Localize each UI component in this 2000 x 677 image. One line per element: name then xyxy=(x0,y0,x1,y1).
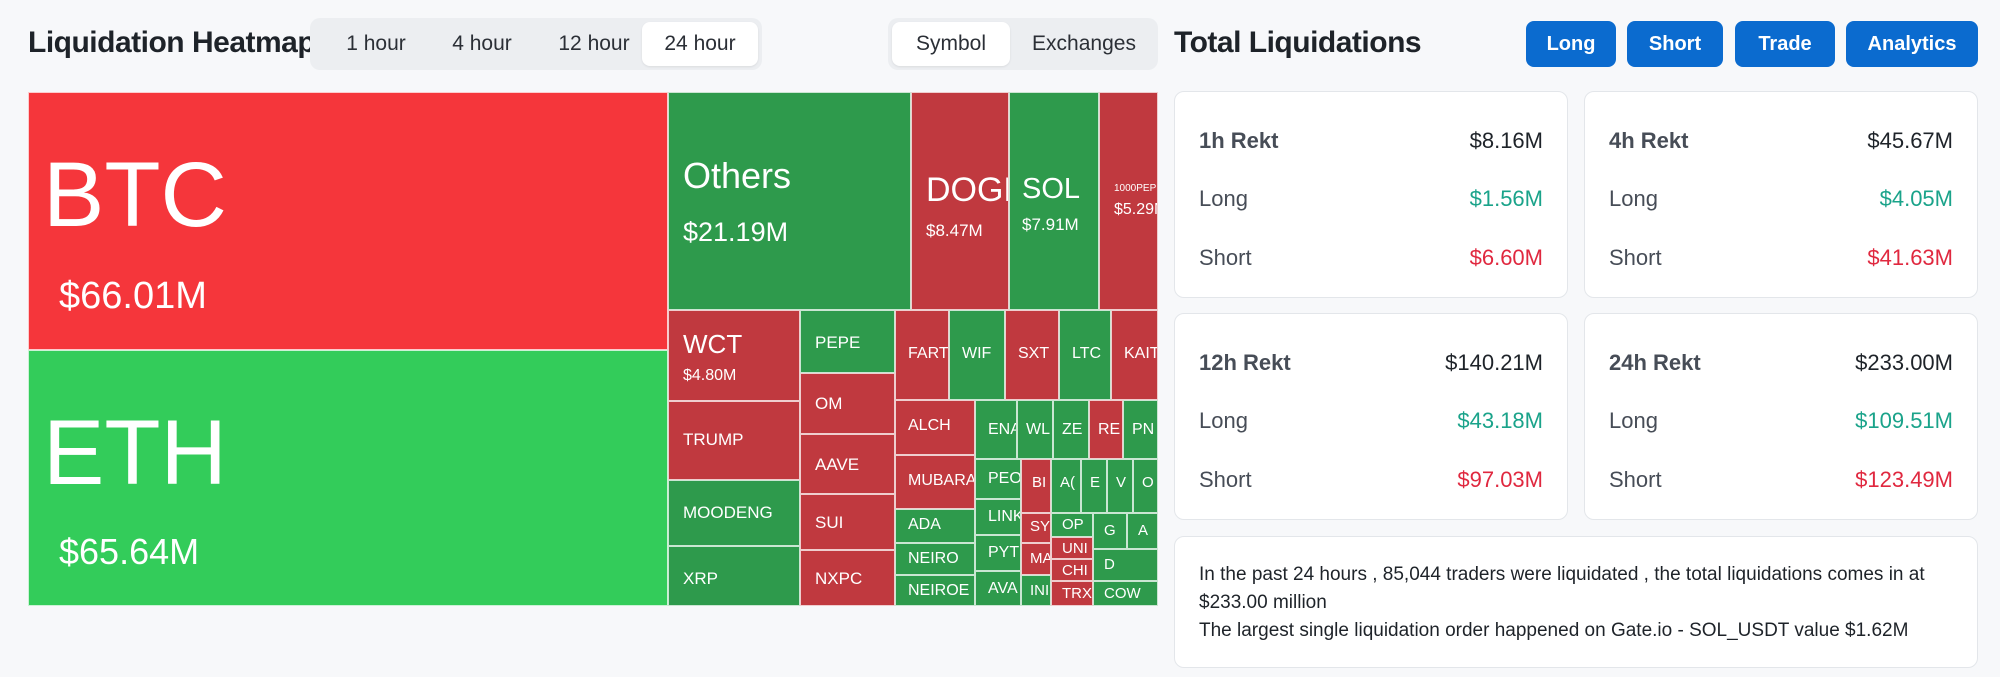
tile-wif[interactable]: WIF xyxy=(949,310,1005,400)
tile-op[interactable]: OP xyxy=(1051,513,1093,537)
long-label: Long xyxy=(1609,408,1658,433)
tile-sui[interactable]: SUI xyxy=(800,494,895,550)
tile-trx[interactable]: TRX xyxy=(1051,581,1093,606)
tile-sol[interactable]: SOL $7.91M xyxy=(1009,92,1099,310)
tile-wct[interactable]: WCT $4.80M xyxy=(668,310,800,401)
short-value: $97.03M xyxy=(1457,467,1543,492)
tile-aave[interactable]: AAVE xyxy=(800,434,895,494)
liquidation-treemap: BTC $66.01M ETH $65.64M Others $21.19M D… xyxy=(28,92,1158,606)
tile-zerebro[interactable]: ZE xyxy=(1053,400,1089,459)
long-value: $43.18M xyxy=(1457,408,1543,433)
tile-kait[interactable]: KAIT xyxy=(1111,310,1158,400)
tile-g[interactable]: G xyxy=(1093,513,1127,549)
tile-btc[interactable]: BTC $66.01M xyxy=(28,92,668,350)
tile-ada[interactable]: ADA xyxy=(895,509,975,543)
card-label: 4h Rekt xyxy=(1609,128,1689,153)
card-12h-rekt: 12h Rekt $140.21M Long $43.18M Short $97.03… xyxy=(1174,313,1568,520)
long-label: Long xyxy=(1199,186,1248,211)
tile-neiroeth[interactable]: NEIROE xyxy=(895,575,975,606)
tab-exchanges[interactable]: Exchanges xyxy=(1032,32,1136,55)
time-range-tabs: 1 hour 4 hour 12 hour 24 hour xyxy=(310,18,762,70)
long-value: $1.56M xyxy=(1469,186,1543,211)
heatmap-title: Liquidation Heatmap xyxy=(28,26,316,59)
tile-mubara[interactable]: MUBARA xyxy=(895,455,975,509)
long-value: $109.51M xyxy=(1855,408,1953,433)
tile-chillguy[interactable]: CHI xyxy=(1051,559,1093,581)
tile-avax[interactable]: AVA xyxy=(975,571,1021,606)
card-total: $45.67M xyxy=(1867,128,1953,153)
liquidation-summary: In the past 24 hours , 85,044 traders we… xyxy=(1174,536,1978,668)
tile-o[interactable]: O xyxy=(1133,459,1158,513)
tile-alch[interactable]: ALCH xyxy=(895,400,975,455)
long-label: Long xyxy=(1199,408,1248,433)
card-4h-rekt: 4h Rekt $45.67M Long $4.05M Short $41.63M xyxy=(1584,91,1978,298)
card-label: 12h Rekt xyxy=(1199,350,1291,375)
tile-neiro[interactable]: NEIRO xyxy=(895,543,975,575)
tile-v[interactable]: V xyxy=(1107,459,1133,513)
tile-e[interactable]: E xyxy=(1081,459,1107,513)
tile-syrup[interactable]: SYI xyxy=(1021,513,1051,543)
tile-xrp[interactable]: XRP xyxy=(668,546,800,606)
tile-a[interactable]: A xyxy=(1127,513,1158,549)
tab-4-hour[interactable]: 4 hour xyxy=(452,32,512,55)
short-value: $6.60M xyxy=(1469,245,1543,270)
short-value: $123.49M xyxy=(1855,467,1953,492)
total-liquidations-title: Total Liquidations xyxy=(1174,26,1422,59)
tile-bi[interactable]: BI xyxy=(1021,459,1051,513)
summary-line-2: The largest single liquidation order hap… xyxy=(1199,620,1909,641)
tab-24-hour[interactable]: 24 hour xyxy=(642,22,758,66)
long-value: $4.05M xyxy=(1879,186,1953,211)
trade-button[interactable]: Trade xyxy=(1735,21,1835,67)
tile-inj[interactable]: INI xyxy=(1021,575,1051,606)
tile-re[interactable]: RE xyxy=(1089,400,1123,459)
tab-1-hour[interactable]: 1 hour xyxy=(346,32,406,55)
tile-wld[interactable]: WL xyxy=(1017,400,1053,459)
card-1h-rekt: 1h Rekt $8.16M Long $1.56M Short $6.60M xyxy=(1174,91,1568,298)
tile-cow[interactable]: COW xyxy=(1093,581,1158,606)
tile-pn[interactable]: PN xyxy=(1123,400,1158,459)
tab-symbol[interactable]: Symbol xyxy=(892,22,1010,66)
tile-peo[interactable]: PEO xyxy=(975,459,1021,499)
tile-ma[interactable]: MA xyxy=(1021,543,1051,575)
short-label: Short xyxy=(1609,467,1662,492)
tab-12-hour[interactable]: 12 hour xyxy=(558,32,630,55)
short-label: Short xyxy=(1609,245,1662,270)
short-value: $41.63M xyxy=(1867,245,1953,270)
analytics-button[interactable]: Analytics xyxy=(1846,21,1978,67)
tile-pyth[interactable]: PYTI xyxy=(975,535,1021,571)
tile-ltc[interactable]: LTC xyxy=(1059,310,1111,400)
tile-others[interactable]: Others $21.19M xyxy=(668,92,911,310)
short-button[interactable]: Short xyxy=(1627,21,1723,67)
tile-d[interactable]: D xyxy=(1093,549,1158,581)
tile-sxt[interactable]: SXT xyxy=(1005,310,1059,400)
card-24h-rekt: 24h Rekt $233.00M Long $109.51M Short $123.… xyxy=(1584,313,1978,520)
card-total: $233.00M xyxy=(1855,350,1953,375)
tile-nxpc[interactable]: NXPC xyxy=(800,550,895,606)
tile-1000pepe[interactable]: 1000PEPE $5.29M xyxy=(1099,92,1158,310)
summary-line-1: In the past 24 hours , 85,044 traders we… xyxy=(1199,564,1925,613)
view-tabs: Symbol Exchanges xyxy=(888,18,1158,70)
tile-trump[interactable]: TRUMP xyxy=(668,401,800,480)
long-label: Long xyxy=(1609,186,1658,211)
tile-doge[interactable]: DOGE $8.47M xyxy=(911,92,1009,310)
tile-om[interactable]: OM xyxy=(800,373,895,434)
card-total: $8.16M xyxy=(1469,128,1543,153)
tile-ac[interactable]: A( xyxy=(1051,459,1081,513)
card-label: 1h Rekt xyxy=(1199,128,1279,153)
tile-moodeng[interactable]: MOODENG xyxy=(668,480,800,546)
short-label: Short xyxy=(1199,467,1252,492)
tile-uni[interactable]: UNI xyxy=(1051,537,1093,559)
tile-link[interactable]: LINK xyxy=(975,499,1021,535)
tile-eth[interactable]: ETH $65.64M xyxy=(28,350,668,606)
tile-pepe[interactable]: PEPE xyxy=(800,310,895,373)
long-button[interactable]: Long xyxy=(1526,21,1616,67)
card-label: 24h Rekt xyxy=(1609,350,1701,375)
short-label: Short xyxy=(1199,245,1252,270)
card-total: $140.21M xyxy=(1445,350,1543,375)
tile-ena[interactable]: ENA xyxy=(975,400,1017,459)
tile-fart[interactable]: FART xyxy=(895,310,949,400)
